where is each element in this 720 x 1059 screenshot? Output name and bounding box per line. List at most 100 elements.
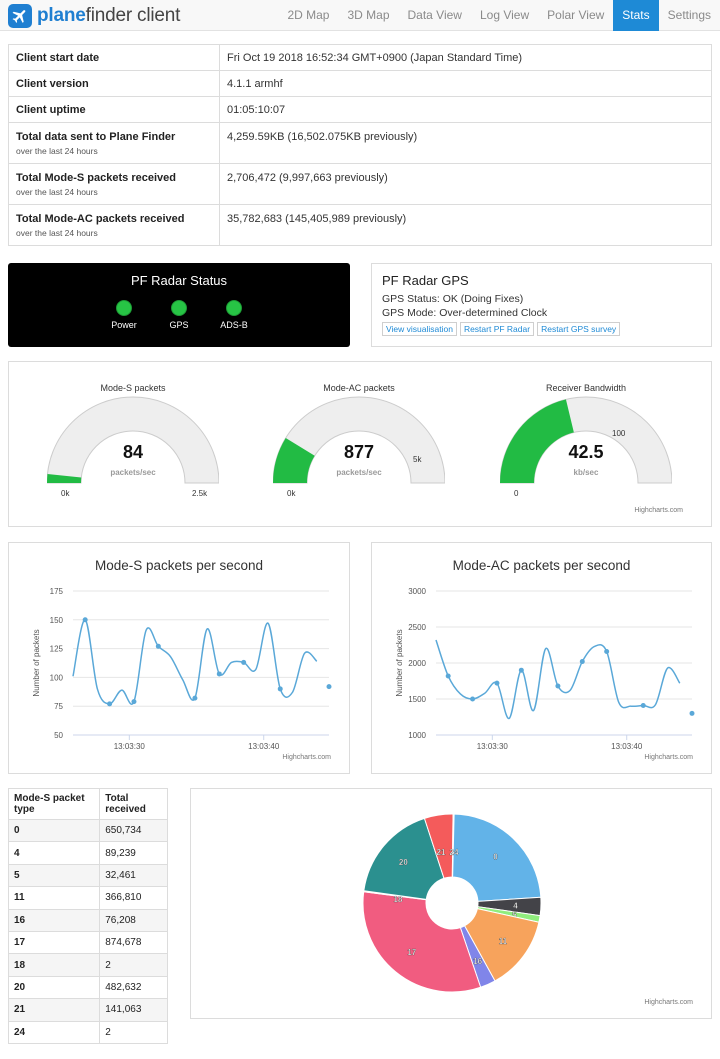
- info-row: Total Mode-AC packets received over the l…: [8, 204, 712, 246]
- data-point[interactable]: [277, 686, 283, 692]
- y-tick-label: 2000: [408, 659, 426, 668]
- packet-type-pie-panel: 0 4 5 11 16 17 18 20 21 24 Highcharts.com: [190, 788, 712, 1019]
- pie-slice-20[interactable]: [363, 817, 445, 900]
- column-header: Total received: [99, 788, 168, 820]
- highcharts-credit[interactable]: Highcharts.com: [644, 999, 693, 1006]
- nav-data-view[interactable]: Data View: [407, 8, 462, 22]
- y-axis-label: Number of packets: [32, 629, 41, 696]
- data-point[interactable]: [326, 684, 332, 690]
- info-sublabel: over the last 24 hours: [16, 145, 98, 156]
- nav-log-view[interactable]: Log View: [479, 8, 530, 22]
- table-row: 21 141,063: [7, 998, 168, 1022]
- restart-gps-survey-button[interactable]: Restart GPS survey: [537, 322, 621, 336]
- packet-type: 20: [7, 975, 101, 1000]
- pie-slice-17[interactable]: [362, 891, 482, 993]
- packet-type: 18: [7, 953, 101, 977]
- x-tick-label: 13:03:40: [248, 742, 280, 751]
- gps-title: PF Radar GPS: [382, 273, 469, 288]
- status-light-label: Power: [111, 320, 137, 330]
- pie-slice-label: 17: [407, 948, 416, 957]
- chart-title: Mode-S packets per second: [94, 558, 264, 573]
- packet-count: 2: [99, 1020, 168, 1044]
- status-light-label: GPS: [169, 320, 189, 330]
- x-tick-label: 13:03:40: [611, 742, 643, 751]
- data-point[interactable]: [494, 680, 500, 686]
- data-point[interactable]: [216, 671, 222, 677]
- gauge-min-label: 0k: [61, 489, 70, 498]
- gauge-max-label: 2.5k: [192, 489, 208, 498]
- nav-stats[interactable]: Stats: [613, 0, 659, 31]
- gauge-unit: kb/sec: [573, 468, 599, 477]
- packet-table-header: Mode-S packet type Total received: [7, 788, 168, 820]
- data-point[interactable]: [604, 648, 610, 654]
- packet-count: 32,461: [99, 863, 168, 888]
- gauge-value: 84: [122, 442, 144, 462]
- pie-slice-label: 4: [513, 901, 518, 910]
- data-point[interactable]: [82, 617, 88, 623]
- mode-ac-chart-panel: Mode-AC packets per second 1000 1500 2000 2…: [371, 542, 712, 774]
- packet-count: 89,239: [99, 841, 168, 865]
- gauges-panel: Mode-S packets 84 packets/sec 0k 2.5k Mode-AC…: [8, 361, 712, 527]
- gauge-title: Receiver Bandwidth: [545, 383, 627, 393]
- data-point[interactable]: [470, 696, 476, 702]
- gauge-unit: packets/sec: [110, 468, 156, 477]
- radar-gps-panel: PF Radar GPS GPS Status: OK (Doing Fixes…: [371, 263, 712, 347]
- data-point[interactable]: [579, 659, 585, 665]
- info-row: Client version 4.1.1 armhf: [8, 70, 712, 97]
- highcharts-credit[interactable]: Highcharts.com: [282, 754, 331, 761]
- status-light-power: Power: [104, 300, 144, 330]
- data-point[interactable]: [155, 643, 161, 649]
- y-tick-label: 1500: [408, 695, 426, 704]
- nav-settings[interactable]: Settings: [667, 8, 711, 22]
- data-point[interactable]: [445, 673, 451, 679]
- data-point[interactable]: [131, 699, 137, 705]
- data-point[interactable]: [555, 683, 561, 689]
- x-tick-label: 13:03:30: [477, 742, 509, 751]
- info-row: Total data sent to Plane Finder over the …: [8, 122, 712, 164]
- client-info-table: Client start date Fri Oct 19 2018 16:52:3…: [8, 44, 712, 246]
- pie-slice-24[interactable]: [451, 813, 455, 878]
- data-point[interactable]: [518, 667, 524, 673]
- data-point[interactable]: [107, 701, 113, 707]
- view-visualisation-button[interactable]: View visualisation: [382, 322, 457, 336]
- highcharts-credit[interactable]: Highcharts.com: [644, 754, 693, 761]
- packet-count: 2: [99, 953, 168, 977]
- table-row: 24 2: [7, 1020, 168, 1044]
- info-row: Client start date Fri Oct 19 2018 16:52:3…: [8, 44, 712, 71]
- packet-type: 11: [7, 886, 101, 910]
- navbar: planefinder client 2D Map 3D Map Data View…: [0, 0, 720, 31]
- nav-3d-map[interactable]: 3D Map: [347, 8, 390, 22]
- y-tick-label: 75: [54, 702, 63, 711]
- pie-slice-label: 24: [450, 848, 459, 857]
- table-row: 11 366,810: [7, 886, 168, 910]
- restart-radar-button[interactable]: Restart PF Radar: [459, 322, 535, 336]
- status-light-gps: GPS: [159, 300, 199, 330]
- packet-count: 76,208: [99, 908, 168, 932]
- gauge-unit: packets/sec: [336, 468, 382, 477]
- gauge-value: 877: [343, 442, 375, 462]
- data-point[interactable]: [640, 702, 646, 708]
- nav-polar-view[interactable]: Polar View: [547, 8, 605, 22]
- data-point[interactable]: [192, 695, 198, 701]
- highcharts-credit[interactable]: Highcharts.com: [634, 507, 683, 514]
- data-point[interactable]: [689, 710, 695, 716]
- info-label: Client version: [16, 77, 89, 90]
- pie-slice-0[interactable]: [451, 813, 542, 902]
- radar-status-panel: PF Radar Status Power GPS ADS-B: [8, 263, 350, 347]
- info-value: 4.1.1 armhf: [219, 70, 712, 97]
- gauge-mode-ac-packets: Mode-AC packets 877 packets/sec 0k 5k: [273, 383, 445, 503]
- packet-type: 5: [7, 863, 101, 888]
- info-row: Total Mode-S packets received over the la…: [8, 163, 712, 205]
- radar-status-title: PF Radar Status: [130, 273, 228, 288]
- status-dot-icon: [171, 300, 187, 316]
- plane-icon: [8, 3, 32, 28]
- gps-status: GPS Status: OK (Doing Fixes): [382, 293, 524, 305]
- packet-count: 366,810: [99, 886, 168, 910]
- packet-type: 4: [7, 841, 101, 865]
- data-point[interactable]: [241, 659, 247, 665]
- y-tick-label: 125: [50, 645, 64, 654]
- mode-ac-line-chart: 1000 1500 2000 2500 3000 Number of packets 13:…: [395, 587, 695, 751]
- table-row: 20 482,632: [7, 975, 168, 1000]
- brand-logo[interactable]: planefinder client: [8, 3, 180, 28]
- nav-2d-map[interactable]: 2D Map: [287, 8, 330, 22]
